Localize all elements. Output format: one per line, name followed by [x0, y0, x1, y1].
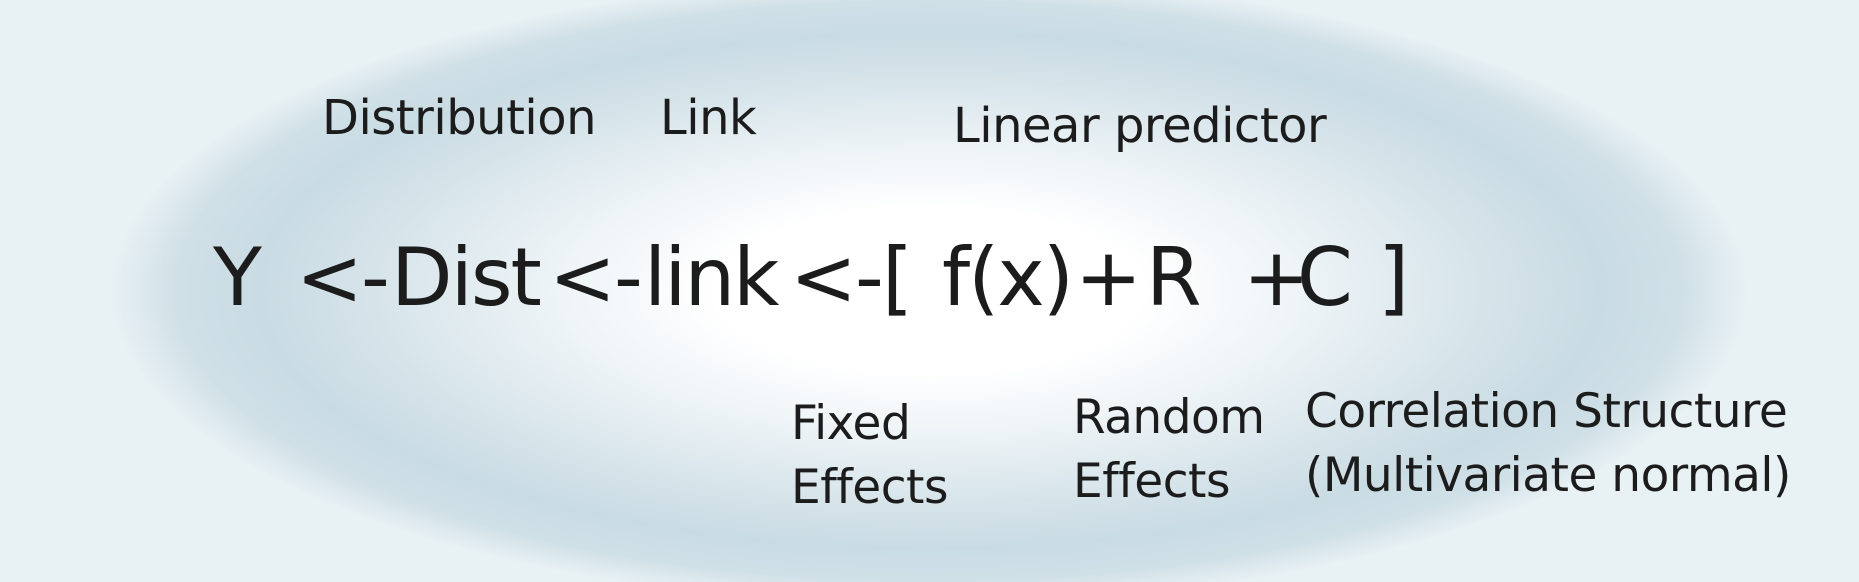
- arrow-operator: <-: [549, 231, 643, 324]
- fixed-effects-line-2: Effects: [791, 460, 948, 515]
- correlation-structure-line-1: Correlation Structure: [1305, 384, 1788, 439]
- link-label: Link: [660, 90, 757, 146]
- correlation-structure-label: Correlation Structure (Multivariate norm…: [1305, 380, 1791, 508]
- plus-operator: +: [1243, 231, 1310, 324]
- linear-predictor-label: Linear predictor: [953, 98, 1327, 154]
- link-term: link: [644, 231, 779, 324]
- fixed-effects-label: Fixed Effects: [791, 392, 948, 520]
- random-effects-line-2: Effects: [1073, 454, 1230, 509]
- close-bracket: ]: [1378, 231, 1409, 324]
- random-effects-label: Random Effects: [1073, 386, 1265, 514]
- open-bracket: [: [882, 231, 913, 324]
- arrow-operator: <-: [296, 231, 390, 324]
- plus-operator: +: [1075, 231, 1142, 324]
- correlation-structure-line-2: (Multivariate normal): [1305, 448, 1791, 503]
- correlation-term: C: [1297, 231, 1353, 324]
- distribution-label: Distribution: [322, 90, 597, 146]
- response-variable: Y: [213, 231, 262, 324]
- arrow-operator: <-: [790, 231, 884, 324]
- random-effects-line-1: Random: [1073, 390, 1265, 445]
- fixed-effects-line-1: Fixed: [791, 396, 911, 451]
- distribution-term: Dist: [391, 231, 542, 324]
- random-effect-term: R: [1146, 231, 1202, 324]
- fixed-effect-term: f(x): [942, 231, 1074, 324]
